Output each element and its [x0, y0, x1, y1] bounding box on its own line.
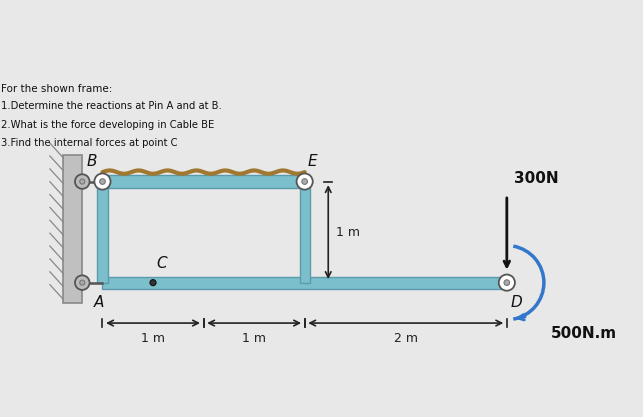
Text: 1 m: 1 m — [336, 226, 360, 239]
Circle shape — [100, 179, 105, 184]
Circle shape — [75, 174, 89, 189]
Text: D: D — [510, 295, 522, 310]
Circle shape — [302, 179, 307, 184]
Polygon shape — [98, 181, 107, 283]
Circle shape — [296, 173, 312, 190]
Circle shape — [80, 179, 85, 184]
Circle shape — [75, 275, 89, 290]
Text: E: E — [308, 154, 318, 169]
Circle shape — [80, 280, 85, 285]
Circle shape — [499, 274, 515, 291]
Text: 300N: 300N — [514, 171, 558, 186]
Text: A: A — [94, 295, 104, 310]
Polygon shape — [300, 181, 310, 283]
Circle shape — [150, 279, 156, 286]
Text: 3.Find the internal forces at point C: 3.Find the internal forces at point C — [1, 138, 178, 148]
Polygon shape — [64, 155, 82, 303]
Polygon shape — [102, 276, 507, 289]
Circle shape — [95, 173, 111, 190]
Text: 2.What is the force developing in Cable BE: 2.What is the force developing in Cable … — [1, 120, 215, 130]
Text: 1 m: 1 m — [242, 332, 266, 345]
Text: 1.Determine the reactions at Pin A and at B.: 1.Determine the reactions at Pin A and a… — [1, 100, 222, 111]
Text: C: C — [156, 256, 167, 271]
Text: 2 m: 2 m — [394, 332, 418, 345]
Polygon shape — [102, 176, 305, 188]
Text: 500N.m: 500N.m — [550, 327, 617, 342]
Circle shape — [504, 280, 510, 286]
Text: For the shown frame:: For the shown frame: — [1, 84, 113, 94]
Text: B: B — [87, 154, 97, 169]
Text: 1 m: 1 m — [141, 332, 165, 345]
